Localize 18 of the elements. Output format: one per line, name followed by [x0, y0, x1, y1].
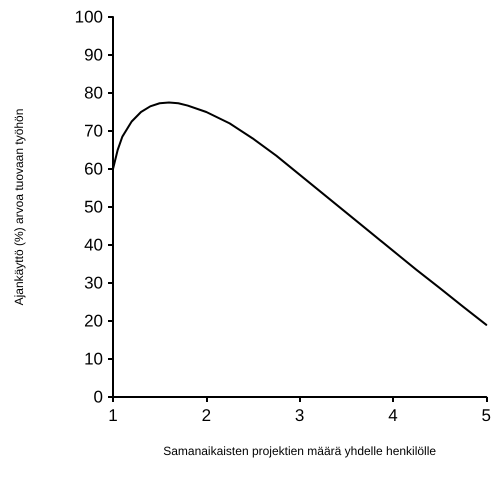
x-tick-label: 3: [294, 406, 304, 425]
y-tick-label: 0: [94, 388, 103, 406]
x-axis-title: Samanaikaisten projektien määrä yhdelle henkilölle: [163, 444, 436, 458]
y-tick-label: 100: [74, 8, 103, 26]
y-axis-title: Ajankäyttö (%) arvoa tuovaan työhön: [12, 108, 26, 306]
y-tick-label: 90: [84, 46, 103, 64]
x-tick-label: 4: [388, 406, 398, 425]
y-tick-label: 10: [84, 350, 103, 368]
y-tick-label: 70: [84, 122, 103, 140]
x-tick-label: 5: [482, 406, 492, 425]
y-tick-label: 30: [84, 274, 103, 292]
y-tick-label: 60: [84, 160, 103, 178]
y-tick-label: 40: [84, 236, 103, 254]
y-tick-label: 80: [84, 84, 103, 102]
y-tick-label: 50: [84, 198, 103, 216]
y-tick-label: 20: [84, 312, 103, 330]
x-tick-label: 2: [202, 406, 212, 425]
x-tick-label: 1: [108, 406, 118, 425]
